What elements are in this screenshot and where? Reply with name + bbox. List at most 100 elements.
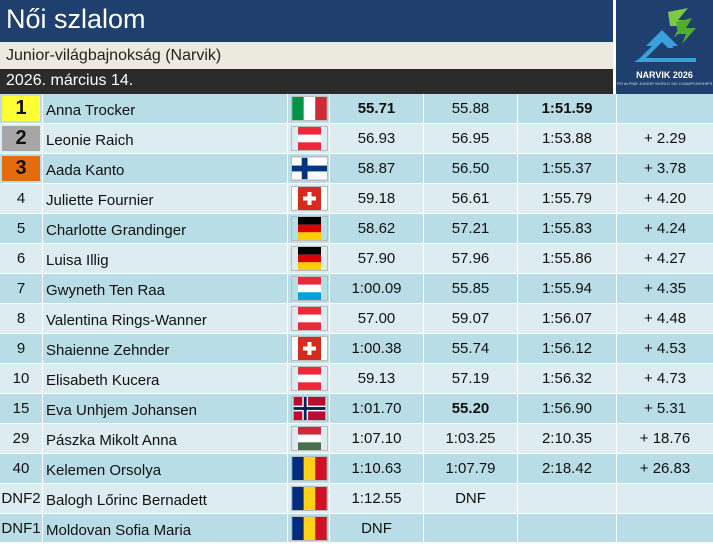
rank-cell: 10 xyxy=(0,364,43,393)
flag-cell xyxy=(288,214,330,243)
athlete-name: Anna Trocker xyxy=(43,94,288,123)
athlete-name: Eva Unhjem Johansen xyxy=(43,394,288,423)
time-difference xyxy=(617,94,713,123)
time-difference: + 4.35 xyxy=(643,280,687,297)
run1-time: 1:10.63 xyxy=(330,454,424,483)
flag-cell xyxy=(288,454,330,483)
luxembourg-flag-icon xyxy=(292,277,327,300)
rank-cell: 5 xyxy=(0,214,43,243)
run1-time: 57.90 xyxy=(330,244,424,273)
rank-cell: DNF1 xyxy=(0,514,43,543)
run1-time: 58.87 xyxy=(330,154,424,183)
run1-time: 1:00.09 xyxy=(330,274,424,303)
hungary-flag-icon xyxy=(292,427,327,450)
total-time: 1:56.12 xyxy=(518,334,617,363)
total-time: 1:56.07 xyxy=(518,304,617,333)
table-row: 10 Elisabeth Kucera 59.13 57.19 1:56.32 + 4.7… xyxy=(0,364,713,394)
total-time: 1:55.86 xyxy=(518,244,617,273)
gold-medal-badge: 1 xyxy=(2,96,40,121)
athlete-name: Juliette Fournier xyxy=(43,184,288,213)
athlete-name: Pászka Mikolt Anna xyxy=(43,424,288,453)
run2-time: 56.50 xyxy=(424,154,518,183)
rank-cell: 15 xyxy=(0,394,43,423)
results-table: 1 Anna Trocker 55.71 55.88 1:51.59 2 Leonie Ra… xyxy=(0,94,713,543)
switzerland-flag-icon xyxy=(292,187,327,210)
rank-cell: 2 xyxy=(0,124,43,153)
time-difference xyxy=(617,484,713,513)
run1-time: 59.18 xyxy=(330,184,424,213)
narvik-2026-logo: NARVIK 2026 FIS ALPINE JUNIOR WORLD SKI … xyxy=(616,0,713,94)
run2-time: 1:07.79 xyxy=(424,454,518,483)
total-time: 1:55.37 xyxy=(518,154,617,183)
time-difference: + 2.29 xyxy=(643,130,687,147)
rank-cell: 7 xyxy=(0,274,43,303)
flag-cell xyxy=(288,334,330,363)
total-time: 1:55.79 xyxy=(518,184,617,213)
romania-flag-icon xyxy=(292,457,327,480)
table-row: 2 Leonie Raich 56.93 56.95 1:53.88 + 2.29 xyxy=(0,124,713,154)
run1-time: 1:12.55 xyxy=(330,484,424,513)
rank-cell: DNF2 xyxy=(0,484,43,513)
athlete-name: Moldovan Sofia Maria xyxy=(43,514,288,543)
athlete-name: Shaienne Zehnder xyxy=(43,334,288,363)
rank-cell: 1 xyxy=(0,94,43,123)
run1-time: DNF xyxy=(330,514,424,543)
run2-time: 57.19 xyxy=(424,364,518,393)
date-bar: 2026. március 14. xyxy=(0,69,613,94)
time-difference: + 4.27 xyxy=(643,250,687,267)
subtitle-bar: Junior-világbajnokság (Narvik) xyxy=(0,42,613,69)
total-time: 2:10.35 xyxy=(518,424,617,453)
page-title: Női szlalom xyxy=(6,4,146,34)
athlete-name: Luisa Illig xyxy=(43,244,288,273)
total-time: 1:53.88 xyxy=(518,124,617,153)
germany-flag-icon xyxy=(292,247,327,270)
italy-flag-icon xyxy=(292,97,327,120)
flag-cell xyxy=(288,424,330,453)
germany-flag-icon xyxy=(292,217,327,240)
time-difference: + 4.24 xyxy=(643,220,687,237)
run1-time: 1:07.10 xyxy=(330,424,424,453)
run1-time: 55.71 xyxy=(330,94,424,123)
run2-time xyxy=(424,514,518,543)
time-difference: + 4.53 xyxy=(643,340,687,357)
time-difference: + 18.76 xyxy=(639,430,691,447)
table-row: 29 Pászka Mikolt Anna 1:07.10 1:03.25 2:10.3… xyxy=(0,424,713,454)
run2-time: 55.85 xyxy=(424,274,518,303)
time-difference: + 3.78 xyxy=(643,160,687,177)
total-time xyxy=(518,514,617,543)
table-row: 3 Aada Kanto 58.87 56.50 1:55.37 + 3.78 xyxy=(0,154,713,184)
run2-time: 57.21 xyxy=(424,214,518,243)
run2-time: 55.20 xyxy=(424,394,518,423)
time-difference: + 4.73 xyxy=(643,370,687,387)
romania-flag-icon xyxy=(292,517,327,540)
run2-time: 1:03.25 xyxy=(424,424,518,453)
total-time: 2:18.42 xyxy=(518,454,617,483)
total-time: 1:55.94 xyxy=(518,274,617,303)
romania-flag-icon xyxy=(292,487,327,510)
table-row: DNF2 Balogh Lőrinc Bernadett 1:12.55 DNF xyxy=(0,484,713,514)
athlete-name: Kelemen Orsolya xyxy=(43,454,288,483)
run2-time: 55.74 xyxy=(424,334,518,363)
flag-cell xyxy=(288,244,330,273)
total-time xyxy=(518,484,617,513)
run2-time: 56.95 xyxy=(424,124,518,153)
switzerland-flag-icon xyxy=(292,337,327,360)
table-row: 40 Kelemen Orsolya 1:10.63 1:07.79 2:18.42 + … xyxy=(0,454,713,484)
flag-cell xyxy=(288,154,330,183)
athlete-name: Leonie Raich xyxy=(43,124,288,153)
athlete-name: Elisabeth Kucera xyxy=(43,364,288,393)
rank-cell: 40 xyxy=(0,454,43,483)
table-row: 6 Luisa Illig 57.90 57.96 1:55.86 + 4.27 xyxy=(0,244,713,274)
austria-flag-icon xyxy=(292,307,327,330)
table-row: 7 Gwyneth Ten Raa 1:00.09 55.85 1:55.94 + 4.3… xyxy=(0,274,713,304)
flag-cell xyxy=(288,514,330,543)
table-row: 9 Shaienne Zehnder 1:00.38 55.74 1:56.12 + 4.… xyxy=(0,334,713,364)
bronze-medal-badge: 3 xyxy=(2,156,40,181)
page-subtitle: Junior-világbajnokság (Narvik) xyxy=(6,47,222,64)
athlete-name: Balogh Lőrinc Bernadett xyxy=(43,484,288,513)
table-row: 8 Valentina Rings-Wanner 57.00 59.07 1:56.07… xyxy=(0,304,713,334)
norway-flag-icon xyxy=(292,397,327,420)
flag-cell xyxy=(288,94,330,123)
flag-cell xyxy=(288,274,330,303)
run1-time: 58.62 xyxy=(330,214,424,243)
